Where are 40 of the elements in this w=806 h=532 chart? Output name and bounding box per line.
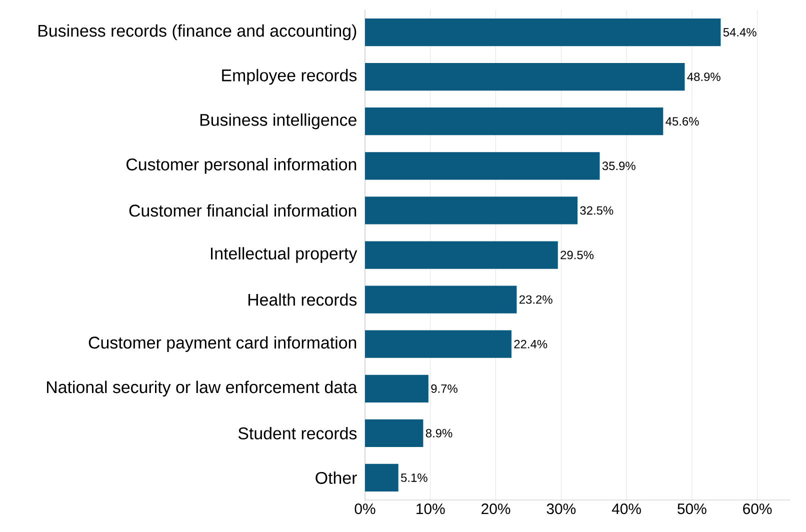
data-label: 45.6% — [666, 117, 699, 126]
y-tick-label: Other — [316, 472, 357, 484]
x-tick-label: 50% — [678, 504, 706, 514]
x-tick-label: 60% — [743, 504, 772, 514]
y-tick-label: Business records (finance and accounting) — [38, 24, 356, 40]
y-tick-label: Customer payment card information — [88, 336, 356, 352]
bar — [365, 330, 512, 358]
data-label: 29.5% — [560, 250, 594, 260]
data-label: 9.7% — [431, 384, 458, 393]
y-tick-label: Student records — [238, 426, 357, 440]
data-label: 54.4% — [723, 28, 756, 36]
x-tick-label: 40% — [612, 504, 641, 514]
y-tick-label: Customer personal information — [126, 158, 356, 174]
bar — [365, 464, 398, 492]
data-label: 23.2% — [519, 295, 552, 304]
data-label: 32.5% — [580, 206, 614, 215]
y-tick-label: National security or law enforcement data — [47, 380, 358, 397]
data-label: 48.9% — [687, 72, 720, 82]
data-label: 35.9% — [602, 162, 636, 170]
x-tick-label: 10% — [416, 504, 445, 514]
x-tick-label: 20% — [482, 504, 510, 514]
bar — [365, 196, 578, 224]
data-label: 5.1% — [401, 474, 428, 482]
x-tick-label: 30% — [546, 504, 576, 514]
x-tick-label: 0% — [354, 504, 376, 514]
bar — [365, 241, 558, 269]
y-tick-label: Customer financial information — [129, 204, 356, 217]
y-tick-label: Health records — [248, 293, 357, 306]
bar — [365, 152, 600, 180]
bar — [365, 108, 664, 136]
bar — [365, 374, 428, 402]
data-label: 8.9% — [426, 428, 452, 438]
y-tick-label: Intellectual property — [210, 247, 358, 263]
y-tick-label: Employee records — [222, 68, 357, 85]
bar — [365, 419, 424, 447]
bar — [365, 63, 685, 91]
data-label: 22.4% — [514, 340, 548, 348]
bar — [365, 286, 517, 314]
bar — [365, 18, 721, 46]
y-tick-label: Business intelligence — [200, 113, 356, 130]
